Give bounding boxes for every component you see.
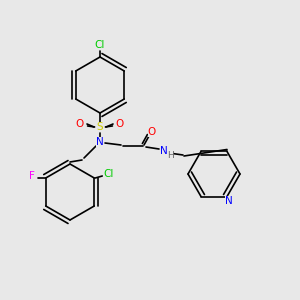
Text: S: S <box>97 122 103 132</box>
Text: O: O <box>76 119 84 129</box>
Text: Cl: Cl <box>103 169 113 179</box>
Text: N: N <box>160 146 168 156</box>
Text: O: O <box>116 119 124 129</box>
Text: H: H <box>167 152 173 160</box>
Text: F: F <box>29 171 35 181</box>
Text: Cl: Cl <box>95 40 105 50</box>
Text: O: O <box>148 127 156 137</box>
Text: N: N <box>96 137 104 147</box>
Text: N: N <box>225 196 233 206</box>
